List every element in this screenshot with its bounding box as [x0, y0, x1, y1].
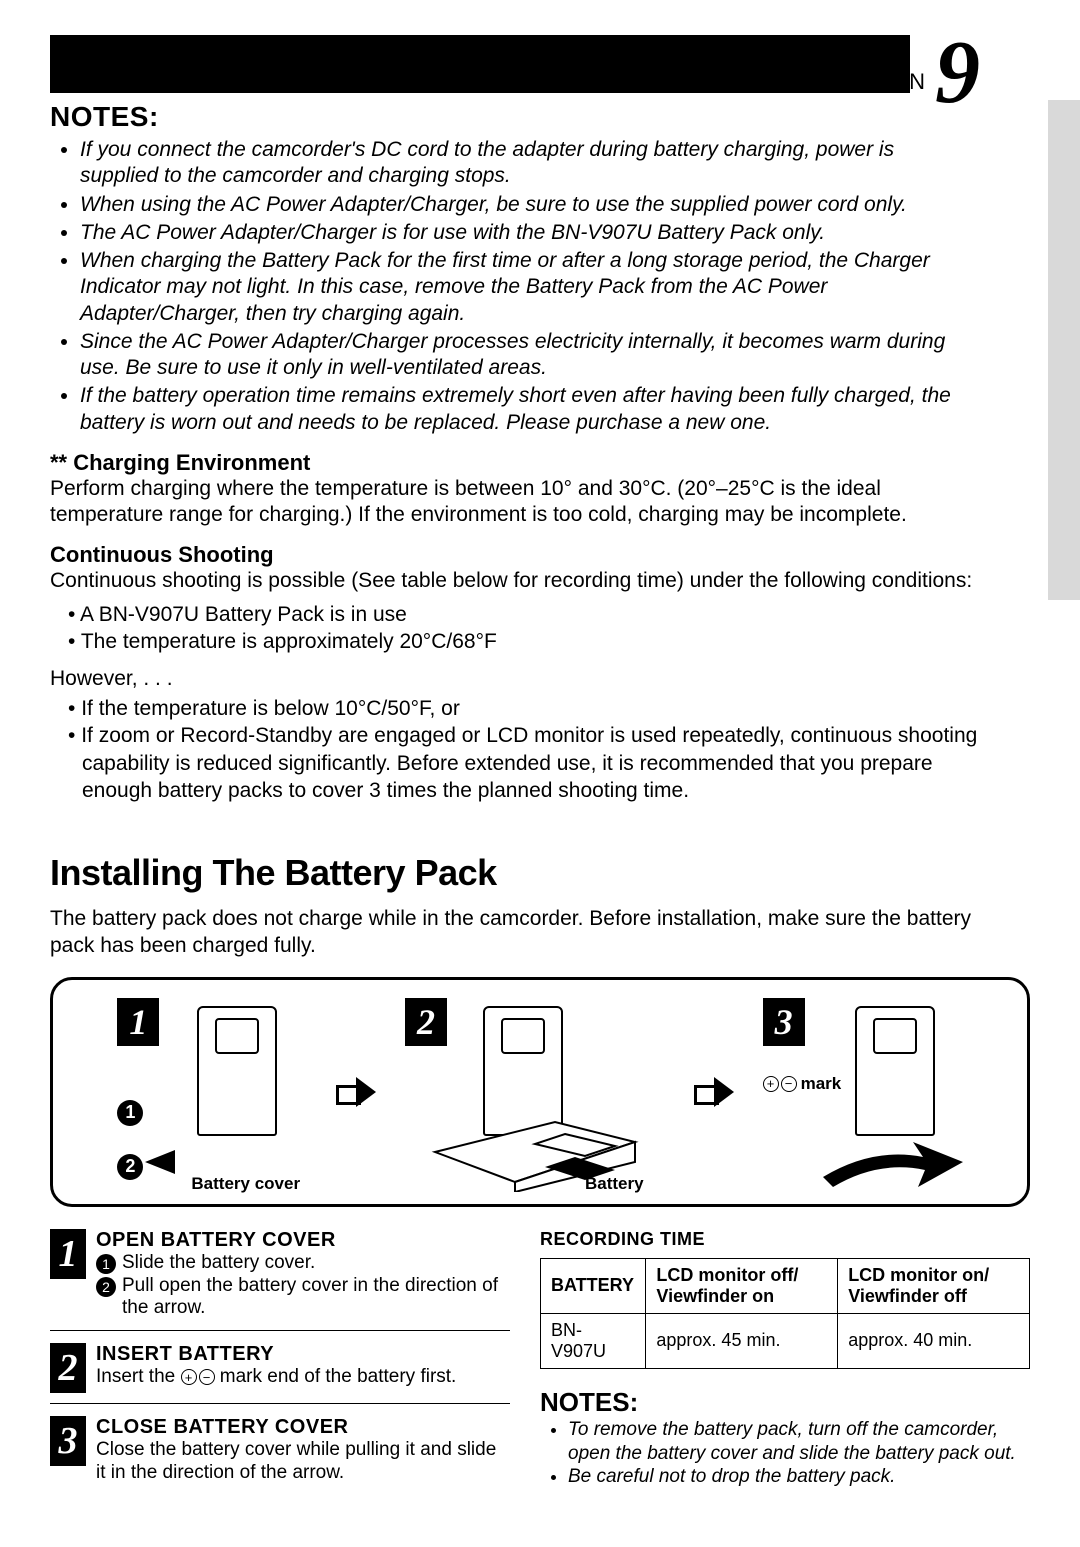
lang-label: EN [893, 69, 926, 95]
step-row: 2 INSERT BATTERY Insert the +− mark end … [50, 1343, 510, 1404]
cond-item: The temperature is approximately 20°C/68… [68, 628, 1030, 655]
table-header: LCD monitor on/ Viewfinder off [838, 1258, 1030, 1313]
step-title: CLOSE BATTERY COVER [96, 1416, 510, 1439]
plus-minus-icon: +− [181, 1369, 215, 1385]
but-list: If the temperature is below 10°C/50°F, o… [68, 695, 1030, 804]
notes2-heading: NOTES: [540, 1387, 1030, 1418]
mark-label-group: +− mark [763, 1074, 842, 1094]
cont-shoot-intro: Continuous shooting is possible (See tab… [50, 568, 1030, 594]
recording-time-heading: RECORDING TIME [540, 1229, 1030, 1250]
figure-panel-3: 3 +− mark [763, 992, 993, 1192]
arrow-right-icon [336, 1077, 376, 1107]
arrow-right-icon [694, 1077, 734, 1107]
note-item: When charging the Battery Pack for the f… [80, 248, 1030, 327]
charging-env-text: Perform charging where the temperature i… [50, 476, 1030, 529]
battery-cover-label: Battery cover [191, 1174, 300, 1194]
note-item: If the battery operation time remains ex… [80, 383, 1030, 436]
notes2-item: Be careful not to drop the battery pack. [568, 1465, 1030, 1489]
steps-column: 1 OPEN BATTERY COVER 1 Slide the battery … [50, 1229, 510, 1507]
cond-item: A BN-V907U Battery Pack is in use [68, 601, 1030, 628]
note-item: Since the AC Power Adapter/Charger proce… [80, 329, 1030, 382]
however-text: However, . . . [50, 667, 1030, 691]
charging-env-heading: ** Charging Environment [50, 450, 1030, 476]
but-item: If the temperature is below 10°C/50°F, o… [68, 695, 1030, 722]
sub-number: 1 [117, 1100, 143, 1126]
notes2-item: To remove the battery pack, turn off the… [568, 1418, 1030, 1466]
curved-arrow-icon [813, 1142, 973, 1192]
table-header: LCD monitor off/ Viewfinder on [646, 1258, 838, 1313]
step-row: 1 OPEN BATTERY COVER 1 Slide the battery … [50, 1229, 510, 1331]
install-heading: Installing The Battery Pack [50, 852, 1030, 894]
sub-number: 2 [117, 1154, 143, 1180]
step-number: 3 [50, 1416, 86, 1466]
cont-shoot-heading: Continuous Shooting [50, 542, 1030, 568]
step-text: Close the battery cover while pulling it… [96, 1439, 510, 1485]
bottom-columns: 1 OPEN BATTERY COVER 1 Slide the battery … [50, 1229, 1030, 1507]
step-title: INSERT BATTERY [96, 1343, 510, 1366]
table-header: BATTERY [541, 1258, 646, 1313]
step-number: 2 [50, 1343, 86, 1393]
but-item: If zoom or Record-Standby are engaged or… [68, 722, 1030, 804]
recording-table: BATTERY LCD monitor off/ Viewfinder on L… [540, 1258, 1030, 1369]
figure-box: 1 1 2 Battery cover 2 Battery [50, 977, 1030, 1207]
table-cell: approx. 40 min. [838, 1313, 1030, 1368]
cond-list: A BN-V907U Battery Pack is in use The te… [68, 601, 1030, 656]
sub-step-text: Slide the battery cover. [122, 1252, 315, 1275]
step-text: Insert the +− mark end of the battery fi… [96, 1366, 510, 1389]
note-item: If you connect the camcorder's DC cord t… [80, 137, 1030, 190]
figure-panel-2: 2 Battery [405, 992, 665, 1192]
page: EN 9 NOTES: If you connect the camcorder… [0, 0, 1080, 1547]
mark-label: mark [801, 1074, 842, 1094]
notes-heading: NOTES: [50, 101, 1030, 133]
table-cell: BN-V907U [541, 1313, 646, 1368]
page-number: 9 [935, 21, 980, 124]
note-item: When using the AC Power Adapter/Charger,… [80, 192, 1030, 218]
arrow-icon [145, 1150, 185, 1174]
notes2-list: To remove the battery pack, turn off the… [552, 1418, 1030, 1489]
figure-panel-1: 1 1 2 Battery cover [87, 992, 307, 1192]
note-item: The AC Power Adapter/Charger is for use … [80, 220, 1030, 246]
panel-number: 3 [763, 998, 805, 1046]
install-intro: The battery pack does not charge while i… [50, 906, 1030, 959]
sub-step-number: 2 [96, 1277, 116, 1297]
notes-list: If you connect the camcorder's DC cord t… [62, 137, 1030, 436]
panel-number: 1 [117, 998, 159, 1046]
step-row: 3 CLOSE BATTERY COVER Close the battery … [50, 1416, 510, 1495]
plus-minus-icon: +− [763, 1076, 797, 1092]
header-bar: EN 9 [50, 35, 910, 93]
recording-column: RECORDING TIME BATTERY LCD monitor off/ … [540, 1229, 1030, 1507]
camcorder-icon [165, 998, 295, 1168]
sub-step-number: 1 [96, 1254, 116, 1274]
battery-label: Battery [585, 1174, 644, 1194]
panel-number: 2 [405, 998, 447, 1046]
table-cell: approx. 45 min. [646, 1313, 838, 1368]
step-title: OPEN BATTERY COVER [96, 1229, 510, 1252]
step-number: 1 [50, 1229, 86, 1279]
sub-step-text: Pull open the battery cover in the direc… [122, 1275, 510, 1321]
